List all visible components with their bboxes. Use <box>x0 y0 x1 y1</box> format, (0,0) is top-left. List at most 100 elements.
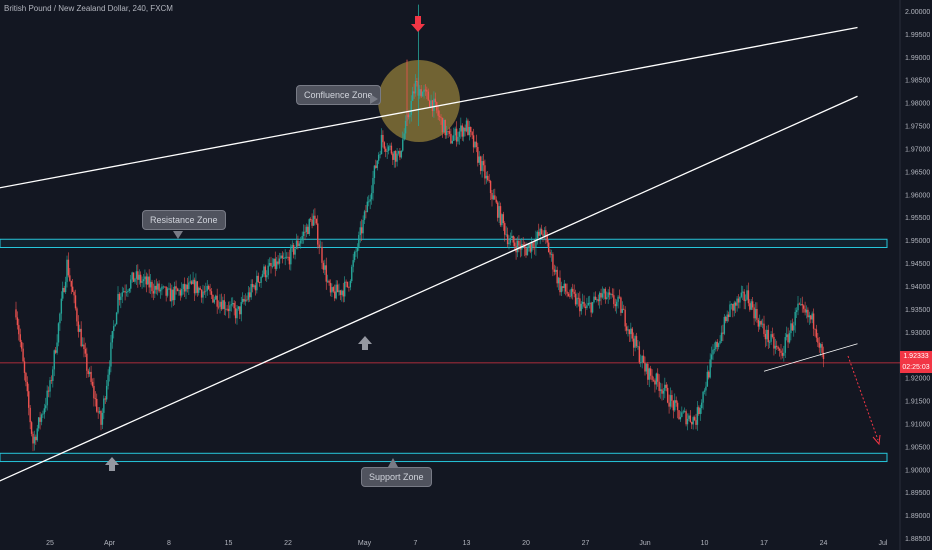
candle-body <box>389 145 391 147</box>
candle-body <box>808 315 811 318</box>
candle-body <box>80 328 82 347</box>
candle-body <box>138 274 140 280</box>
candle-body <box>199 287 201 290</box>
candle-body <box>474 141 476 148</box>
candle-body <box>491 193 493 200</box>
candle-body <box>665 384 667 388</box>
candle-body <box>763 323 765 334</box>
candle-body <box>132 272 135 282</box>
candle-body <box>523 245 526 249</box>
candle-body <box>156 283 159 290</box>
support-callout-pointer <box>388 458 398 467</box>
candle-body <box>241 298 244 303</box>
candle-body <box>484 165 486 179</box>
candle-body <box>50 380 53 382</box>
candle-body <box>635 336 638 347</box>
candle-body <box>148 276 150 288</box>
candle-body <box>771 334 774 337</box>
y-tick-label: 1.96000 <box>905 192 930 199</box>
candle-body <box>46 390 48 406</box>
y-tick-label: 1.91500 <box>905 399 930 406</box>
candle-body <box>317 223 319 245</box>
candle-body <box>807 309 809 318</box>
candle-body <box>70 280 72 287</box>
candle-body <box>647 363 649 380</box>
candle-body <box>266 275 268 278</box>
candle-body <box>746 290 748 300</box>
candle-body <box>318 244 320 248</box>
candle-body <box>161 286 163 290</box>
candle-body <box>730 303 733 305</box>
y-tick-label: 1.88500 <box>905 536 930 543</box>
candle-body <box>448 131 451 134</box>
resistance-zone-callout[interactable]: Resistance Zone <box>142 210 226 230</box>
candle-body <box>335 284 337 299</box>
candle-body <box>743 291 745 302</box>
candle-body <box>785 334 788 338</box>
candle-body <box>641 355 643 363</box>
candle-body <box>205 290 207 292</box>
candle-body <box>802 305 805 309</box>
y-tick-label: 1.92000 <box>905 376 930 383</box>
candle-body <box>37 417 40 429</box>
candle-body <box>287 256 289 258</box>
candle-body <box>545 230 547 236</box>
y-tick-label: 1.89000 <box>905 513 930 520</box>
y-tick-label: 1.97000 <box>905 146 930 153</box>
candle-body <box>26 381 29 392</box>
candle-body <box>155 285 157 290</box>
candle-body <box>79 328 81 332</box>
candle-body <box>307 226 309 235</box>
candle-body <box>145 276 148 285</box>
candle-body <box>479 156 482 171</box>
candle-body <box>227 308 230 312</box>
candle-body <box>556 269 558 284</box>
candle-body <box>445 130 448 136</box>
candle-body <box>71 286 74 292</box>
candle-body <box>440 116 442 118</box>
candle-body <box>822 352 825 359</box>
x-tick-label: Jun <box>639 540 650 547</box>
y-tick-label: 1.91000 <box>905 421 930 428</box>
candle-body <box>747 290 750 304</box>
support-zone-callout[interactable]: Support Zone <box>361 467 432 487</box>
candle-body <box>657 373 659 382</box>
candle-body <box>495 199 497 203</box>
candle-body <box>131 272 133 280</box>
candle-body <box>512 235 514 243</box>
candle-body <box>256 275 258 291</box>
candle-body <box>597 299 599 302</box>
candle-body <box>780 350 782 353</box>
confluence-zone-circle <box>378 60 460 142</box>
candle-body <box>430 100 432 107</box>
candle-body <box>77 321 80 332</box>
candle-body <box>88 371 91 375</box>
candle-body <box>200 289 203 298</box>
confluence-zone-callout[interactable]: Confluence Zone <box>296 85 381 105</box>
candle-body <box>356 247 359 252</box>
y-tick-label: 1.93000 <box>905 330 930 337</box>
candle-body <box>159 289 162 292</box>
candle-body <box>634 336 636 348</box>
candle-body <box>246 299 248 301</box>
candle-body <box>608 292 611 295</box>
candle-body <box>462 127 465 137</box>
candle-body <box>770 334 772 342</box>
candle-body <box>702 391 704 403</box>
candle-body <box>753 307 755 319</box>
candle-body <box>437 110 439 116</box>
candle-body <box>496 202 499 218</box>
candle-body <box>668 402 670 407</box>
symbol-title[interactable]: British Pound / New Zealand Dollar, 240,… <box>4 4 173 13</box>
candle-body <box>576 297 578 305</box>
candle-body <box>216 295 218 307</box>
candle-body <box>674 400 676 411</box>
candle-body <box>53 350 55 370</box>
candle-body <box>581 301 584 304</box>
candle-body <box>760 321 762 325</box>
candle-body <box>553 269 556 272</box>
x-tick-label: 8 <box>167 540 171 547</box>
candle-body <box>139 274 142 283</box>
candle-body <box>336 284 339 293</box>
